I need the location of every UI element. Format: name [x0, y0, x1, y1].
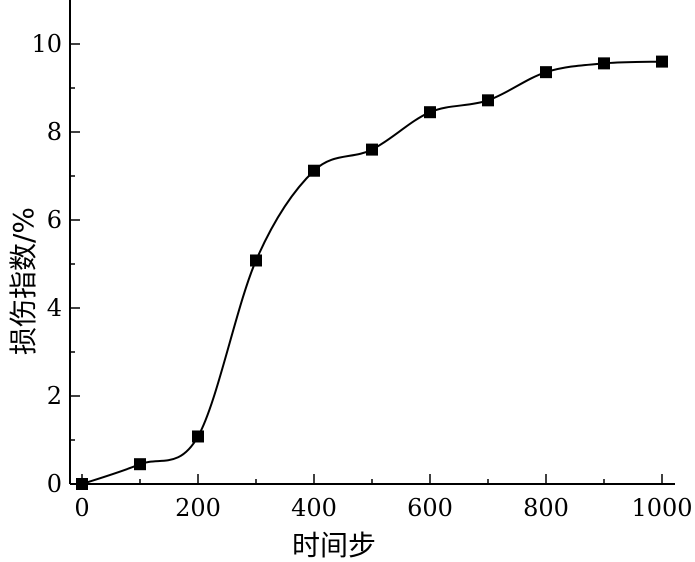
series-line	[81, 60, 663, 485]
x-tick-label: 200	[175, 494, 221, 522]
data-point	[424, 106, 436, 119]
x-tick-label: 1000	[631, 494, 692, 522]
data-point	[134, 458, 146, 471]
x-tick-label: 0	[74, 494, 89, 522]
y-tick-label: 10	[31, 30, 62, 58]
data-point	[76, 478, 88, 490]
data-point	[192, 430, 204, 443]
x-tick-label: 400	[291, 494, 337, 522]
data-point	[656, 55, 668, 68]
y-axis-ticks: 0 2 4 6 8 10	[31, 30, 80, 498]
data-point	[540, 66, 552, 79]
data-point	[250, 254, 262, 267]
data-point	[482, 94, 494, 107]
data-point	[366, 143, 378, 156]
plot-area: 0 2 4 6 8 10 0 200 400 600 800 1000	[31, 0, 693, 522]
y-tick-label: 6	[47, 206, 62, 234]
x-tick-label: 800	[523, 494, 569, 522]
y-tick-label: 4	[47, 294, 62, 322]
series-markers	[76, 55, 668, 490]
data-point	[598, 57, 610, 70]
y-axis-title: 损伤指数/%	[7, 207, 40, 355]
x-tick-label: 600	[407, 494, 453, 522]
y-tick-label: 8	[47, 118, 62, 146]
data-point	[308, 164, 320, 177]
x-axis-ticks: 0 200 400 600 800 1000	[74, 474, 693, 522]
y-tick-label: 2	[47, 382, 62, 410]
y-tick-label: 0	[47, 470, 62, 498]
x-axis-title: 时间步	[292, 529, 376, 562]
